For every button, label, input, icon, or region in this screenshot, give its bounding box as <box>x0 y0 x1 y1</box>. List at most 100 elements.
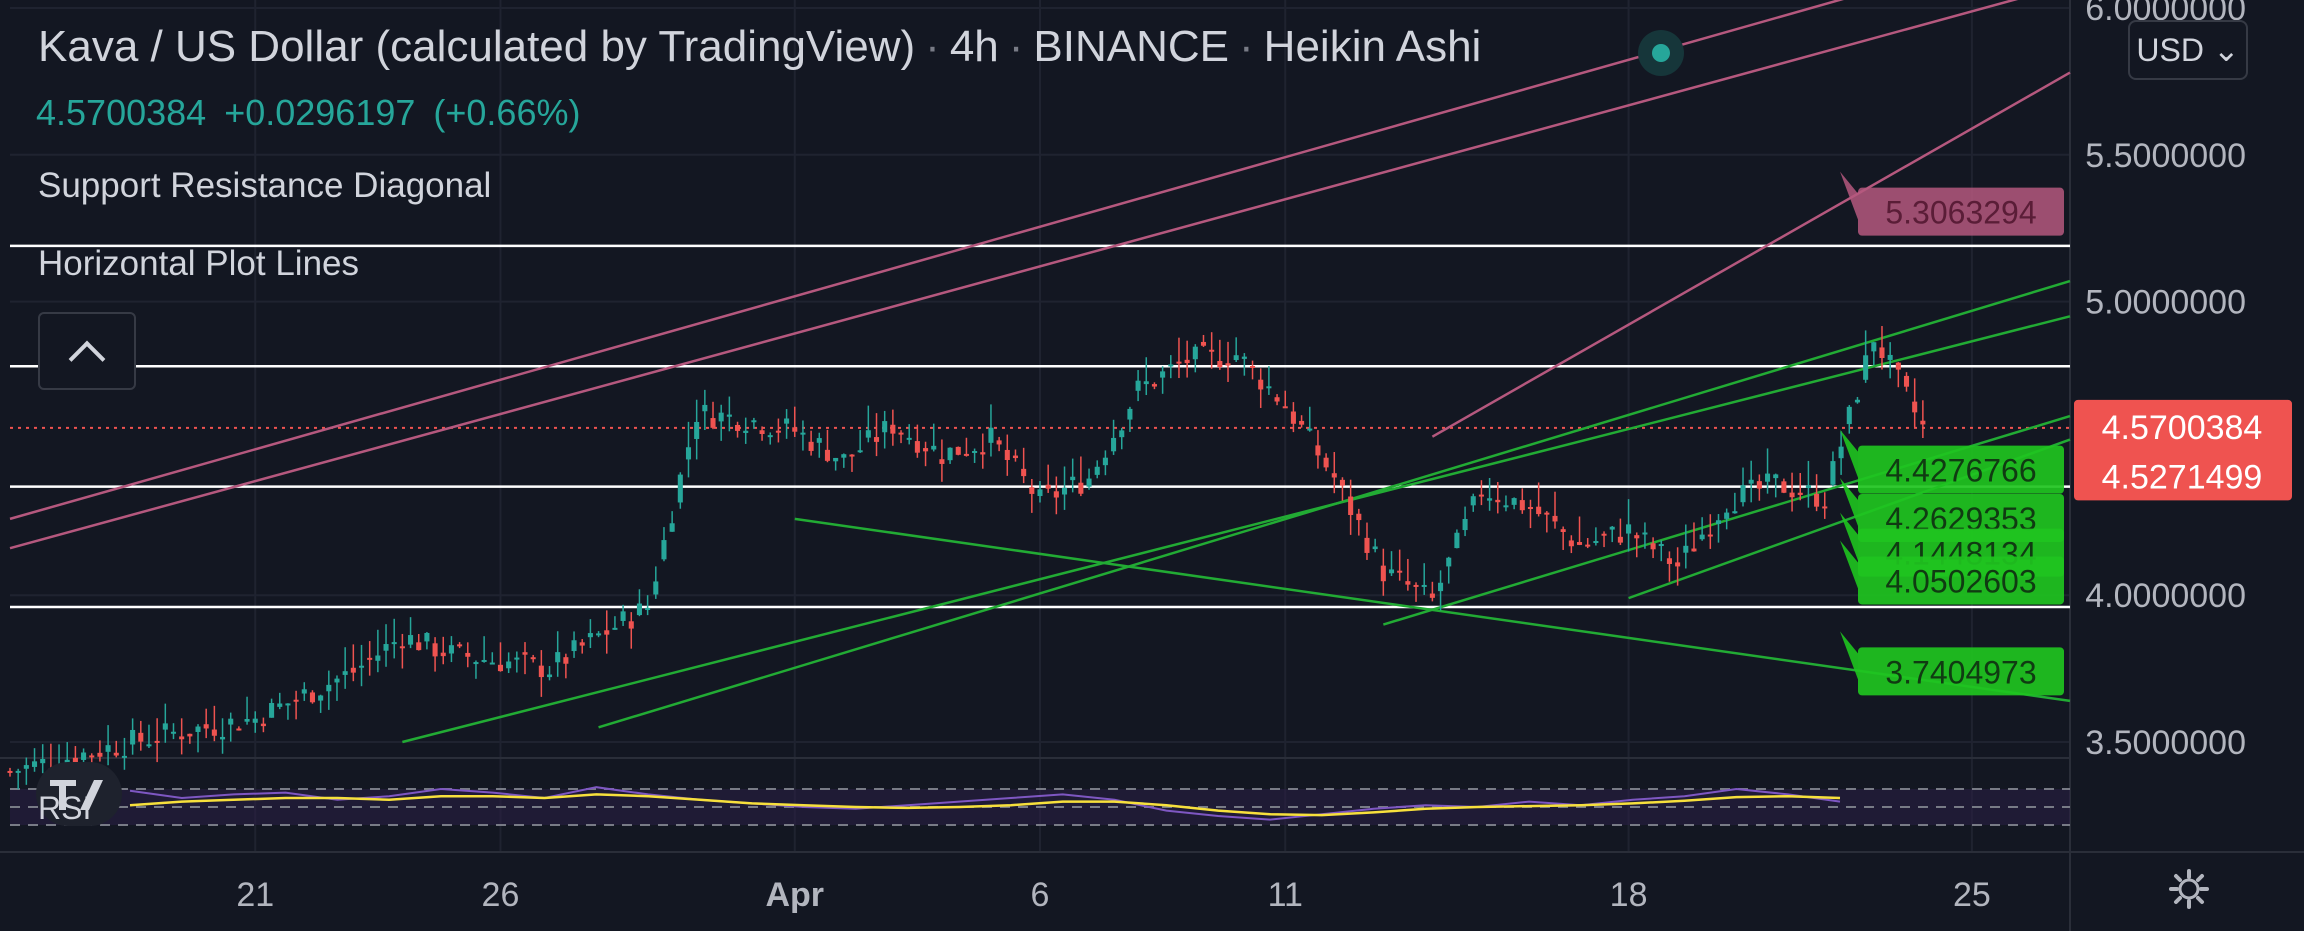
candle-body <box>546 674 553 678</box>
separator-dot: · <box>1239 22 1254 71</box>
candle-body <box>1438 582 1444 592</box>
candle-body <box>195 726 201 732</box>
candle-body <box>514 657 520 660</box>
candle-body <box>1626 524 1632 534</box>
candle-body <box>203 724 209 729</box>
candle-body <box>980 452 986 455</box>
candle-body <box>1609 526 1615 530</box>
candle-body <box>408 635 414 645</box>
candle-body <box>130 729 136 745</box>
candle-body <box>841 454 847 458</box>
candle-body <box>1544 512 1550 515</box>
last-price: 4.5700384 <box>36 92 207 133</box>
candle-body <box>1135 380 1141 391</box>
candle-body <box>775 430 781 433</box>
candle-body <box>563 657 569 664</box>
candle-body <box>72 757 78 765</box>
candle-body <box>947 447 953 461</box>
candle-body <box>669 523 675 532</box>
candle-body <box>170 731 177 734</box>
candle-body <box>555 652 561 663</box>
candle-body <box>735 424 741 431</box>
candle-body <box>1691 548 1697 552</box>
candle-body <box>121 755 127 758</box>
candle-body <box>1388 569 1395 574</box>
candle-body <box>473 662 479 665</box>
candle-body <box>1576 542 1583 545</box>
resistance-line <box>9 0 2019 550</box>
candle-body <box>113 752 119 756</box>
diagonal-label-pointer <box>1840 631 1858 680</box>
symbol-name[interactable]: Kava / US Dollar (calculated by TradingV… <box>38 22 916 71</box>
candle-body <box>1748 479 1754 484</box>
candle-body <box>1200 341 1207 346</box>
candle-body <box>1184 359 1190 364</box>
candle-body <box>1070 476 1076 481</box>
price-axis: 6.00000005.50000005.00000004.00000003.50… <box>2085 0 2246 762</box>
candle-body <box>244 718 250 722</box>
time-tick-label: 25 <box>1953 876 1991 914</box>
candle-body <box>955 446 961 455</box>
candle-body <box>1634 535 1640 539</box>
candle-body <box>1225 363 1231 366</box>
candle-body <box>1822 506 1828 509</box>
candle-body <box>1740 485 1746 503</box>
candle-body <box>645 607 651 610</box>
candle-body <box>1830 461 1836 485</box>
currency-button[interactable]: USD ⌄ <box>2128 20 2248 80</box>
candle-body <box>293 699 299 702</box>
candle-body <box>23 765 29 769</box>
price-label-box <box>2074 452 2292 501</box>
candle-body <box>1478 494 1484 497</box>
candle-body <box>1699 534 1705 540</box>
chart-style[interactable]: Heikin Ashi <box>1263 22 1482 71</box>
symbol-header[interactable]: Kava / US Dollar (calculated by TradingV… <box>38 22 1481 72</box>
gear-icon[interactable] <box>2168 868 2210 910</box>
candle-body <box>236 728 242 731</box>
candle-body <box>391 642 397 645</box>
candle-body <box>1299 420 1305 425</box>
candle-body <box>1454 532 1460 549</box>
candle-body <box>220 736 226 740</box>
tradingview-logo-icon <box>36 762 122 826</box>
candle-body <box>162 723 168 730</box>
price-tick-label: 3.5000000 <box>2085 724 2246 762</box>
candle-body <box>1094 466 1100 475</box>
candle-body <box>538 665 544 678</box>
candle-body <box>1838 446 1844 459</box>
candle-body <box>1331 473 1337 478</box>
candle-body <box>833 457 839 462</box>
candle-body <box>97 752 103 757</box>
separator-dot: · <box>925 22 940 71</box>
candle-body <box>1405 581 1411 585</box>
candle-body <box>1519 500 1525 511</box>
candle-body <box>211 729 217 736</box>
interval[interactable]: 4h <box>949 22 999 71</box>
diagonal-label-box <box>1858 445 2064 494</box>
collapse-chevron-icon[interactable] <box>38 312 136 390</box>
candle-body <box>358 665 365 668</box>
candle-body <box>1119 430 1125 438</box>
candle-body <box>612 627 618 630</box>
candle-body <box>154 740 160 743</box>
indicator-support-resistance-diagonal[interactable]: Support Resistance Diagonal <box>38 166 492 205</box>
candle-body <box>1339 479 1345 486</box>
diagonal-label-pointer <box>1840 512 1858 561</box>
candle-body <box>1053 491 1059 498</box>
candle-body <box>890 424 896 434</box>
candle-body <box>710 418 716 428</box>
indicator-horizontal-plot-lines[interactable]: Horizontal Plot Lines <box>38 244 359 283</box>
candle-body <box>1086 478 1092 487</box>
candle-body <box>972 450 978 453</box>
time-axis: 21 26 Apr 6 11 18 25 <box>236 876 1990 914</box>
candle-body <box>1037 489 1043 497</box>
candle-body <box>481 659 487 662</box>
candle-body <box>138 732 144 742</box>
diagonal-label-box <box>1858 647 2064 696</box>
candle-body <box>1364 537 1370 553</box>
candle-body <box>1462 518 1468 531</box>
candle-body <box>1176 361 1182 364</box>
candle-body <box>1650 543 1656 550</box>
